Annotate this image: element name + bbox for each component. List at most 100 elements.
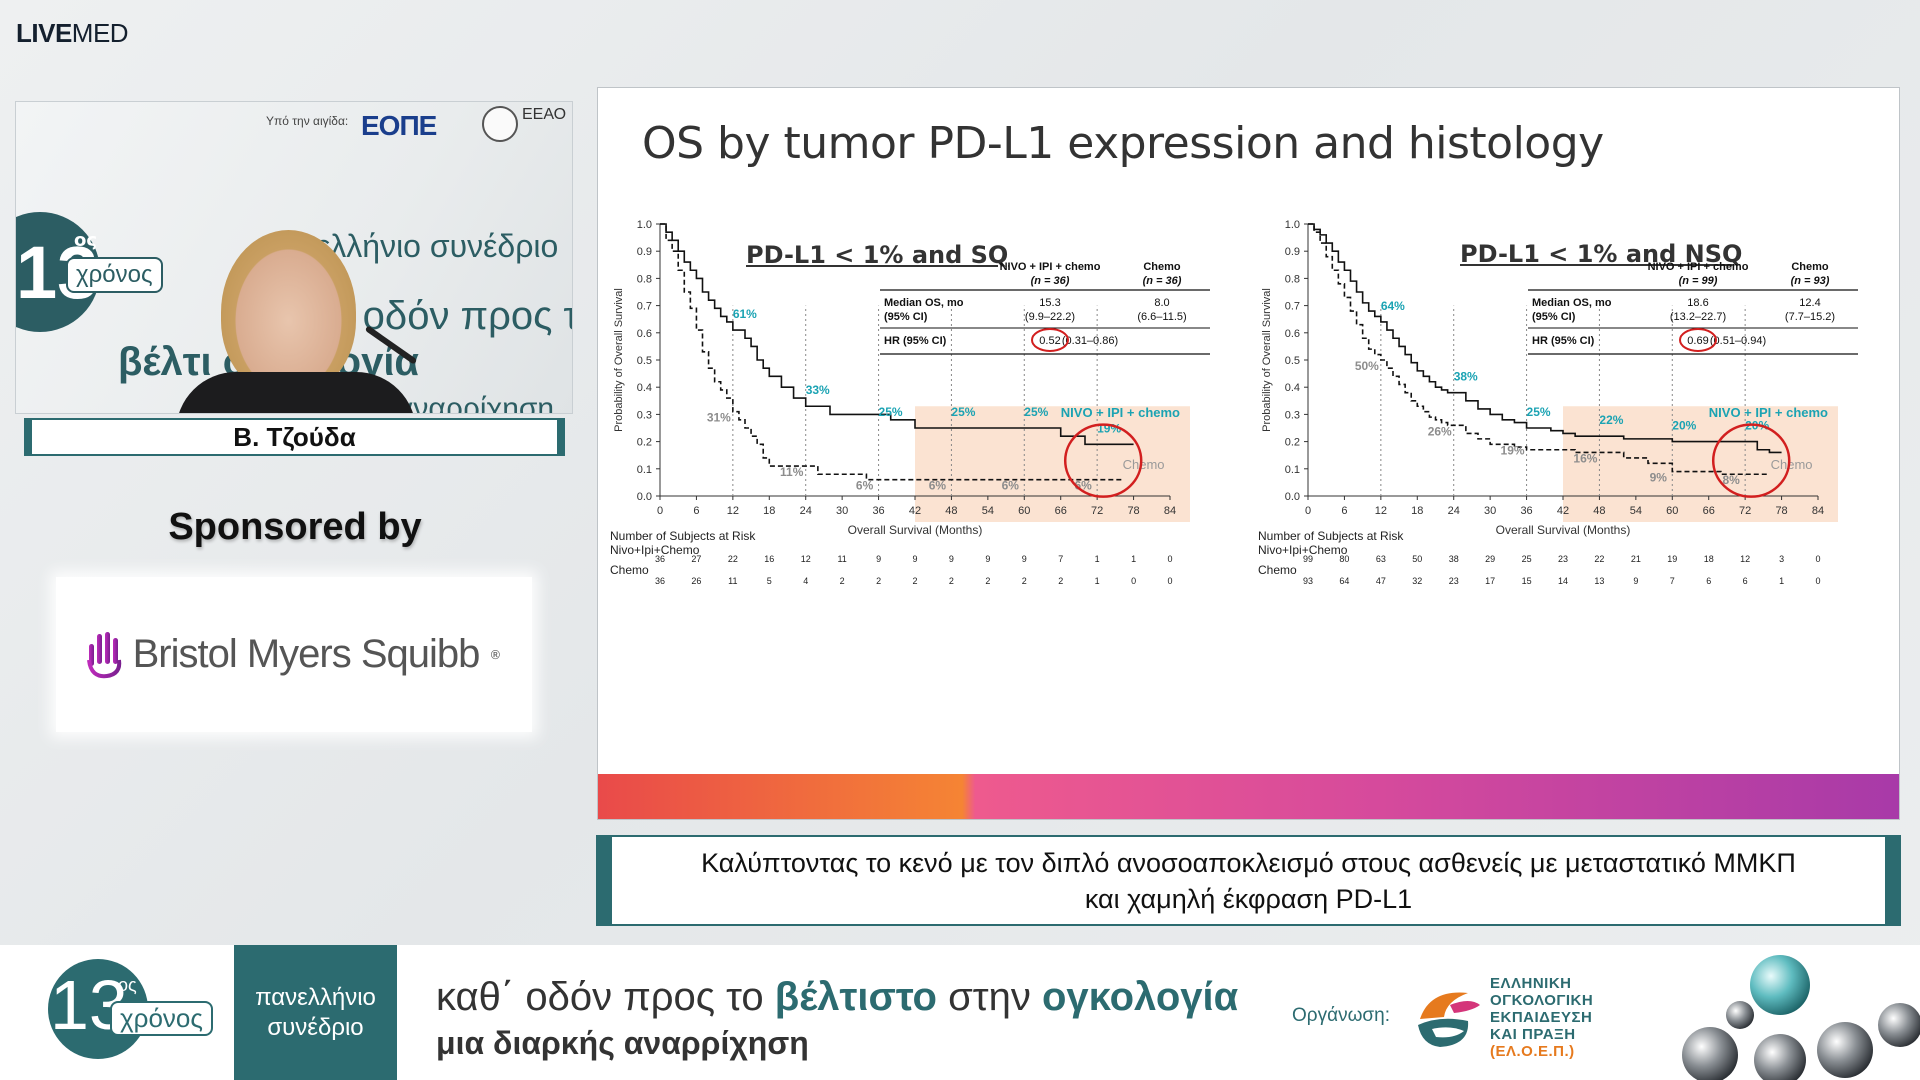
slide-title: OS by tumor PD-L1 expression and histolo…	[642, 118, 1604, 169]
y-axis-label: Probability of Overall Survival	[1261, 288, 1273, 432]
risk-row2-value: 0	[1167, 576, 1172, 586]
y-tick-label: 0.3	[637, 409, 652, 421]
backdrop-line-4: αναρρίχηση	[396, 392, 555, 414]
risk-row2-label: Chemo	[610, 563, 649, 577]
sponsor-registered: ®	[489, 647, 502, 662]
risk-row1-value: 22	[1594, 554, 1604, 564]
table-row1-sub: (95% CI)	[884, 311, 928, 323]
organizer-label: Οργάνωση:	[1292, 1005, 1390, 1026]
risk-row1-label: Nivo+Ipi+Chemo	[610, 543, 700, 557]
legend-nivo: NIVO + IPI + chemo	[1061, 405, 1180, 420]
y-tick-label: 0.1	[637, 464, 652, 476]
risk-row1-value: 9	[985, 554, 990, 564]
table-hr-value: 0.52	[1039, 335, 1060, 347]
risk-title: Number of Subjects at Risk	[610, 529, 756, 543]
backdrop-line-1: νελλήνιο συνέδριο	[300, 228, 559, 264]
x-axis-label: Overall Survival (Months)	[848, 523, 983, 537]
risk-row2-value: 32	[1412, 576, 1422, 586]
x-tick-label: 78	[1775, 505, 1787, 517]
chemo-rate-label: 26%	[1428, 424, 1452, 438]
footer-block-line-1: πανελλήνιο	[255, 983, 376, 1011]
table-row1-v1: 15.3	[1039, 297, 1060, 309]
x-tick-label: 48	[945, 505, 957, 517]
risk-row2-value: 2	[985, 576, 990, 586]
x-tick-label: 78	[1127, 505, 1139, 517]
x-axis-label: Overall Survival (Months)	[1496, 523, 1631, 537]
y-tick-label: 0.4	[637, 382, 652, 394]
risk-row2-value: 1	[1779, 576, 1784, 586]
footer-block: πανελλήνιο συνέδριο	[234, 945, 397, 1080]
legend-chemo: Chemo	[1771, 457, 1813, 472]
chemo-rate-label: 19%	[1501, 443, 1525, 457]
conference-footer: 13 ος χρόνος πανελλήνιο συνέδριο καθ΄ οδ…	[0, 945, 1920, 1080]
x-tick-label: 42	[909, 505, 921, 517]
y-tick-label: 0.9	[1285, 246, 1300, 258]
risk-row2-value: 4	[803, 576, 808, 586]
risk-row1-value: 36	[655, 554, 665, 564]
nivo-rate-label: 64%	[1381, 299, 1405, 313]
y-tick-label: 0.2	[637, 437, 652, 449]
speaker-name: Β. Τζούδα	[24, 418, 565, 456]
hr-highlight-ring	[1031, 328, 1069, 352]
x-tick-label: 60	[1666, 505, 1678, 517]
y-tick-label: 0.0	[1285, 491, 1300, 503]
x-tick-label: 84	[1164, 505, 1176, 517]
caption-line-2: και χαμηλή έκφραση PD-L1	[1084, 883, 1413, 914]
panel-heading-sq: PD-L1 < 1% and SQ	[746, 241, 1009, 269]
nivo-rate-label: 20%	[1672, 419, 1696, 433]
risk-row2-value: 2	[1058, 576, 1063, 586]
table-row1-v1ci: (13.2–22.7)	[1670, 311, 1726, 323]
speaker-head	[221, 230, 356, 395]
nivo-rate-label: 61%	[733, 307, 757, 321]
presentation-slide: OS by tumor PD-L1 expression and histolo…	[597, 87, 1900, 820]
risk-row1-value: 9	[912, 554, 917, 564]
risk-row1-value: 12	[1740, 554, 1750, 564]
footer-os: ος	[118, 975, 137, 995]
eeao-seal-icon	[482, 106, 518, 142]
risk-row2-value: 1	[1095, 576, 1100, 586]
risk-row2-value: 17	[1485, 576, 1495, 586]
chemo-rate-label: 6%	[856, 479, 874, 493]
risk-row2-value: 2	[912, 576, 917, 586]
table-row1-label: Median OS, mo	[884, 297, 964, 309]
risk-row2-value: 13	[1594, 576, 1604, 586]
risk-row1-value: 11	[837, 554, 846, 564]
panel-heading-nsq: PD-L1 < 1% and NSQ	[1460, 240, 1743, 268]
risk-row1-value: 22	[728, 554, 738, 564]
nivo-rate-label: 25%	[1024, 405, 1048, 419]
footer-tagline: καθ΄ οδόν προς το βέλτιστο στην ογκολογί…	[436, 975, 1238, 1020]
caption-line-1: Καλύπτοντας το κενό με τον διπλό ανοσοαπ…	[701, 847, 1796, 878]
footer-block-line-2: συνέδριο	[267, 1013, 364, 1041]
slide-footer-band	[598, 774, 1899, 819]
x-tick-label: 12	[1375, 505, 1387, 517]
eloep-logo-icon	[1418, 992, 1480, 1047]
risk-row1-value: 1	[1095, 554, 1100, 564]
survival-charts: 0.00.10.20.30.40.50.60.70.80.91.00 6 12 18 2…	[610, 219, 1858, 586]
x-tick-label: 18	[1411, 505, 1423, 517]
table-row1-v2ci: (7.7–15.2)	[1785, 311, 1835, 323]
risk-row2-value: 7	[1670, 576, 1675, 586]
auspices-label: Υπό την αιγίδα:	[266, 114, 349, 128]
footer-subtagline: μια διαρκής αναρρίχηση	[436, 1025, 809, 1061]
x-tick-label: 24	[800, 505, 812, 517]
risk-row1-value: 29	[1485, 554, 1495, 564]
risk-row2-value: 6	[1743, 576, 1748, 586]
x-tick-label: 30	[836, 505, 848, 517]
chemo-curve	[660, 223, 1122, 481]
y-tick-label: 0.8	[637, 273, 652, 285]
y-tick-label: 0.8	[1285, 273, 1300, 285]
organizer-line-1: ΕΛΛΗΝΙΚΗ	[1490, 975, 1572, 992]
y-axis-label: Probability of Overall Survival	[613, 288, 625, 432]
table-col2-n: (n = 36)	[1143, 275, 1182, 287]
risk-row2-value: 36	[655, 576, 665, 586]
risk-row1-value: 7	[1058, 554, 1063, 564]
risk-row2-value: 6	[1706, 576, 1711, 586]
x-tick-label: 48	[1593, 505, 1605, 517]
x-tick-label: 0	[657, 505, 663, 517]
legend-nivo: NIVO + IPI + chemo	[1709, 405, 1828, 420]
organizer-line-3: ΕΚΠΑΙΔΕΥΣΗ	[1490, 1009, 1593, 1026]
risk-row2-value: 26	[691, 576, 701, 586]
table-col1-head: NIVO + IPI + chemo	[1648, 261, 1749, 273]
table-col1-n: (n = 99)	[1679, 275, 1718, 287]
table-hr-value: 0.69	[1687, 335, 1708, 347]
